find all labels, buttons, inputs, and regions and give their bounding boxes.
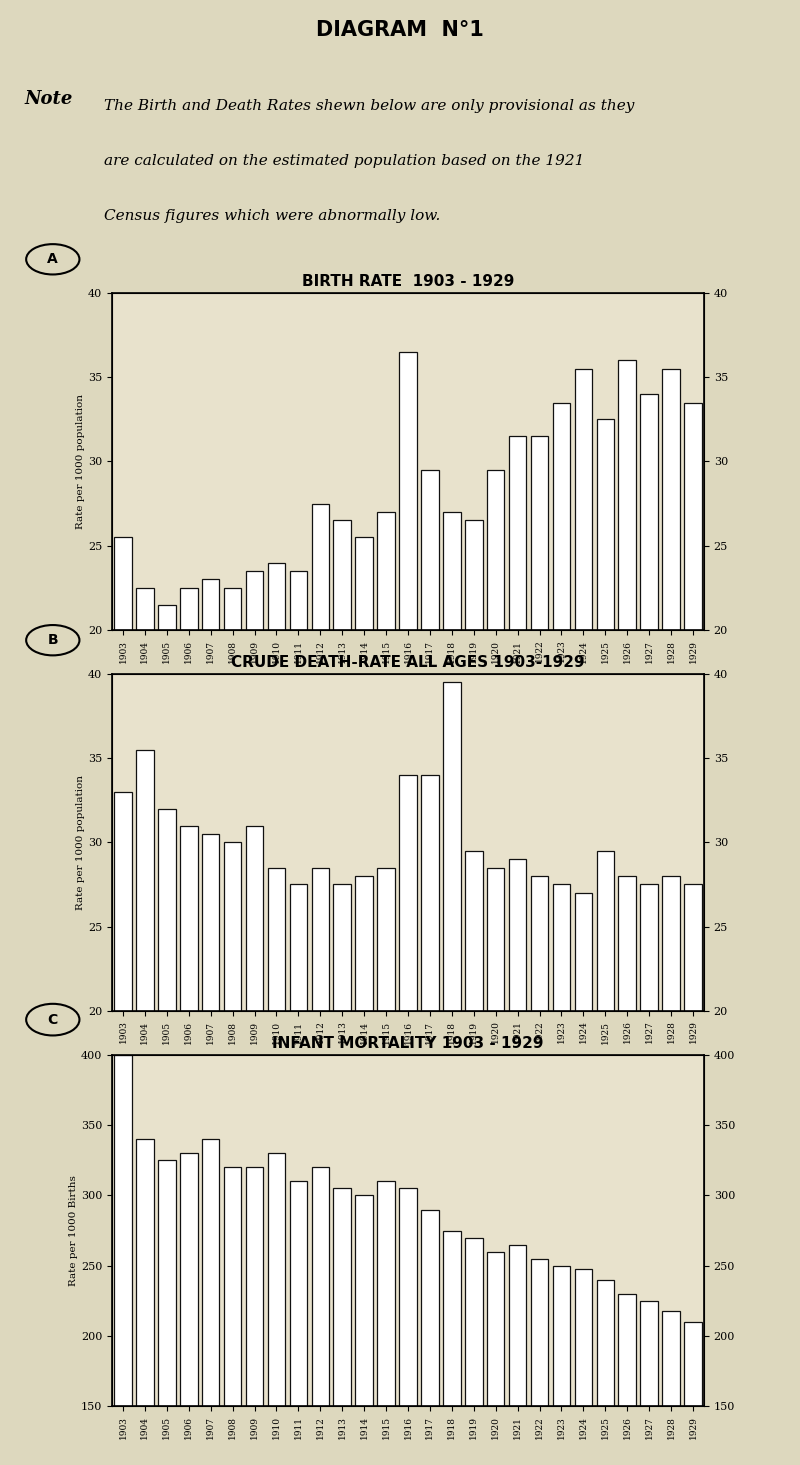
Bar — [530, 1258, 548, 1465]
Bar — [290, 1181, 307, 1465]
Bar — [114, 1055, 132, 1465]
Bar — [684, 885, 702, 1348]
Y-axis label: Rate per 1000 population: Rate per 1000 population — [76, 775, 86, 910]
Bar — [553, 1266, 570, 1465]
Bar — [311, 1168, 329, 1465]
Bar — [268, 563, 286, 967]
Bar — [158, 605, 175, 967]
Bar — [311, 504, 329, 967]
Bar — [597, 851, 614, 1348]
Bar — [290, 571, 307, 967]
Text: B: B — [47, 633, 58, 648]
Text: The Birth and Death Rates shewn below are only provisional as they: The Birth and Death Rates shewn below ar… — [104, 100, 634, 113]
Bar — [509, 437, 526, 967]
Bar — [378, 1181, 395, 1465]
Bar — [553, 403, 570, 967]
Bar — [290, 885, 307, 1348]
Bar — [618, 1294, 636, 1465]
Bar — [311, 867, 329, 1348]
Bar — [246, 825, 263, 1348]
Text: A: A — [47, 252, 58, 267]
Y-axis label: Rate per 1000 population: Rate per 1000 population — [76, 394, 86, 529]
Bar — [421, 1210, 438, 1465]
Bar — [224, 587, 242, 967]
Bar — [443, 683, 461, 1348]
Bar — [224, 1168, 242, 1465]
Bar — [465, 1238, 482, 1465]
Text: DIAGRAM  N°1: DIAGRAM N°1 — [316, 21, 484, 40]
Bar — [378, 867, 395, 1348]
Bar — [246, 1168, 263, 1465]
Bar — [443, 1231, 461, 1465]
Bar — [355, 538, 373, 967]
Bar — [136, 587, 154, 967]
Bar — [509, 1245, 526, 1465]
Bar — [618, 360, 636, 967]
Bar — [618, 876, 636, 1348]
Bar — [114, 791, 132, 1348]
Bar — [355, 1195, 373, 1465]
Bar — [114, 538, 132, 967]
Bar — [268, 867, 286, 1348]
Bar — [399, 352, 417, 967]
Bar — [421, 470, 438, 967]
Bar — [597, 419, 614, 967]
Bar — [399, 1188, 417, 1465]
Bar — [662, 876, 680, 1348]
Bar — [355, 876, 373, 1348]
Bar — [662, 1311, 680, 1465]
Text: Note: Note — [24, 89, 72, 108]
Y-axis label: Rate per 1000 Births: Rate per 1000 Births — [69, 1175, 78, 1286]
Bar — [487, 867, 505, 1348]
Bar — [202, 579, 219, 967]
Bar — [465, 851, 482, 1348]
Title: BIRTH RATE  1903 - 1929: BIRTH RATE 1903 - 1929 — [302, 274, 514, 289]
Bar — [202, 834, 219, 1348]
Bar — [421, 775, 438, 1348]
Bar — [158, 1160, 175, 1465]
Text: C: C — [48, 1012, 58, 1027]
Bar — [136, 750, 154, 1348]
Bar — [180, 1153, 198, 1465]
Bar — [487, 470, 505, 967]
Bar — [574, 1269, 592, 1465]
Bar — [334, 885, 351, 1348]
Bar — [684, 403, 702, 967]
Bar — [443, 511, 461, 967]
Bar — [684, 1321, 702, 1465]
Bar — [399, 775, 417, 1348]
Bar — [487, 1251, 505, 1465]
Bar — [224, 842, 242, 1348]
Bar — [136, 1140, 154, 1465]
Bar — [465, 520, 482, 967]
Bar — [574, 892, 592, 1348]
Title: CRUDE DEATH-RATE ALL AGES 1903-1929: CRUDE DEATH-RATE ALL AGES 1903-1929 — [231, 655, 585, 670]
Bar — [509, 858, 526, 1348]
Bar — [530, 437, 548, 967]
Bar — [158, 809, 175, 1348]
Text: are calculated on the estimated population based on the 1921: are calculated on the estimated populati… — [104, 154, 584, 168]
Bar — [246, 571, 263, 967]
Bar — [334, 520, 351, 967]
Bar — [268, 1153, 286, 1465]
Bar — [180, 587, 198, 967]
Bar — [530, 876, 548, 1348]
Text: Census figures which were abnormally low.: Census figures which were abnormally low… — [104, 209, 440, 223]
Bar — [334, 1188, 351, 1465]
Bar — [662, 369, 680, 967]
Title: INFANT MORTALITY 1903 - 1929: INFANT MORTALITY 1903 - 1929 — [272, 1036, 544, 1050]
Bar — [574, 369, 592, 967]
Bar — [202, 1140, 219, 1465]
Bar — [597, 1280, 614, 1465]
Bar — [180, 825, 198, 1348]
Bar — [641, 885, 658, 1348]
Bar — [553, 885, 570, 1348]
Bar — [641, 394, 658, 967]
Bar — [641, 1301, 658, 1465]
Bar — [378, 511, 395, 967]
